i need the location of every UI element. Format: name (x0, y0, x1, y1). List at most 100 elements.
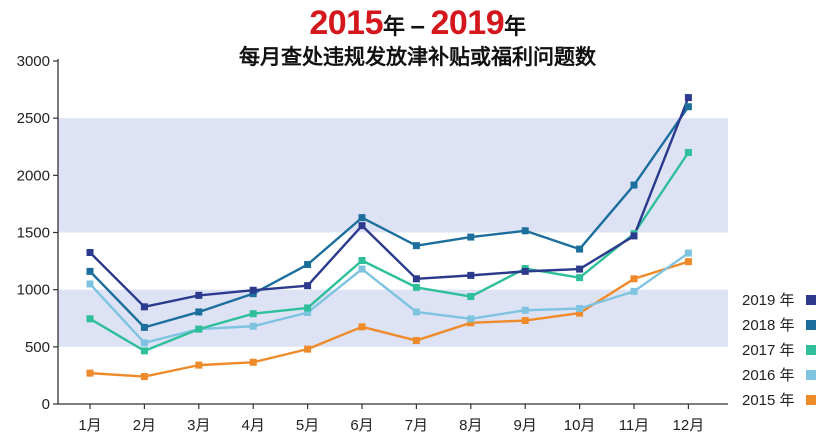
data-point-s2-1 (140, 347, 148, 355)
data-point-s2-4 (304, 304, 312, 312)
data-point-s4-11 (684, 258, 692, 266)
axes (53, 59, 728, 409)
data-point-s3-8 (521, 306, 529, 314)
data-point-s4-5 (358, 323, 366, 331)
data-point-s1-0 (86, 267, 94, 275)
x-tick-label-9: 10月 (564, 417, 596, 434)
data-point-s1-11 (684, 103, 692, 111)
chart-title: 2015年 –2019年 每月查处违规发放津补贴或福利问题数 (0, 6, 835, 70)
data-point-s2-7 (467, 293, 475, 301)
data-point-s0-2 (195, 291, 203, 299)
data-point-s0-3 (249, 286, 257, 294)
x-tick-label-8: 9月 (514, 417, 537, 434)
grid-band-2 (58, 118, 728, 176)
series-line-4 (89, 260, 689, 378)
data-point-s1-1 (140, 323, 148, 331)
legend-label-2: 2017 年 (742, 342, 795, 359)
series-line-2 (89, 151, 690, 353)
y-tick-labels: 0 500 1000 1500 2000 2500 3000 (17, 53, 50, 413)
legend-label-3: 2016 年 (742, 367, 795, 384)
legend-swatch-3 (806, 370, 816, 380)
data-point-s1-4 (304, 261, 312, 269)
data-point-s3-10 (630, 287, 638, 295)
series-points (86, 94, 692, 381)
x-tick-label-5: 6月 (350, 417, 373, 434)
data-point-s0-0 (86, 249, 94, 257)
data-point-s4-0 (86, 369, 94, 377)
x-tick-label-10: 11月 (619, 417, 650, 434)
data-point-s2-3 (249, 310, 257, 318)
data-point-s3-4 (304, 309, 312, 317)
data-point-s1-8 (521, 227, 529, 235)
data-point-s0-9 (576, 265, 584, 273)
data-point-s0-8 (521, 267, 529, 275)
y-tick-label-6: 3000 (17, 53, 50, 70)
x-tick-label-7: 8月 (459, 417, 482, 434)
data-point-s3-1 (140, 339, 148, 347)
y-tick-label-1: 500 (25, 339, 50, 356)
data-point-s4-1 (140, 373, 148, 381)
data-point-s3-0 (86, 280, 94, 288)
x-tick-label-3: 4月 (242, 417, 265, 434)
data-point-s4-4 (304, 345, 312, 353)
x-tick-label-0: 1月 (78, 417, 101, 434)
y-tick-label-0: 0 (42, 396, 50, 413)
legend-label-0: 2019 年 (742, 292, 795, 309)
data-point-s2-0 (86, 315, 94, 323)
series-lines (89, 97, 690, 378)
data-point-s0-5 (358, 222, 366, 230)
series-line-1 (89, 106, 690, 329)
legend-swatch-4 (806, 395, 816, 405)
chart-subtitle: 每月查处违规发放津补贴或福利问题数 (239, 45, 596, 69)
data-point-s4-7 (467, 319, 475, 327)
legend-label-4: 2015 年 (742, 392, 795, 409)
x-tick-label-1: 2月 (133, 417, 156, 434)
data-point-s4-6 (412, 337, 420, 345)
legend: 2019 年 2018 年 2017 年 2016 年 2015 年 (742, 292, 816, 409)
data-point-s1-10 (630, 181, 638, 189)
data-point-s3-9 (576, 305, 584, 313)
data-point-s1-2 (195, 308, 203, 316)
data-point-s4-10 (630, 275, 638, 283)
data-point-s3-7 (467, 315, 475, 323)
data-point-s3-11 (684, 249, 692, 257)
x-tick-label-4: 5月 (296, 417, 319, 434)
data-point-s0-7 (467, 271, 475, 279)
x-tick-label-2: 3月 (187, 417, 210, 434)
data-point-s0-4 (304, 282, 312, 290)
data-point-s1-5 (358, 214, 366, 222)
series-line-0 (89, 97, 690, 309)
data-point-s3-6 (412, 308, 420, 316)
title-dash: – (410, 10, 425, 40)
data-point-s1-6 (412, 242, 420, 250)
y-tick-label-5: 2500 (17, 110, 50, 127)
data-point-s2-11 (684, 148, 692, 156)
data-point-s4-9 (576, 309, 584, 317)
title-year-end: 2019 (430, 4, 505, 42)
y-tick-label-3: 1500 (17, 225, 50, 242)
legend-swatch-2 (806, 345, 816, 355)
legend-swatch-1 (806, 320, 816, 330)
data-point-s2-5 (358, 257, 366, 265)
y-tick-label-2: 1000 (17, 282, 50, 299)
legend-label-1: 2018 年 (742, 317, 795, 334)
data-point-s0-6 (412, 275, 420, 283)
series-line-3 (89, 252, 690, 345)
title-nian-2: 年 (504, 14, 526, 39)
data-point-s0-1 (140, 303, 148, 311)
data-point-s0-11 (684, 94, 692, 102)
legend-swatch-0 (806, 295, 816, 305)
data-point-s2-9 (576, 274, 584, 282)
grid-bands (58, 118, 728, 347)
x-tick-labels: 1月 2月 3月 4月 5月 6月 7月 8月 9月 10月 11月 12月 (78, 417, 704, 434)
data-point-s4-3 (249, 358, 257, 366)
data-point-s4-2 (195, 361, 203, 369)
data-point-s3-3 (249, 322, 257, 330)
data-point-s1-7 (467, 233, 475, 241)
grid-band-1 (58, 175, 728, 233)
data-point-s0-10 (630, 232, 638, 240)
data-point-s2-2 (195, 325, 203, 333)
data-point-s2-6 (412, 283, 420, 291)
x-tick-label-6: 7月 (405, 417, 428, 434)
